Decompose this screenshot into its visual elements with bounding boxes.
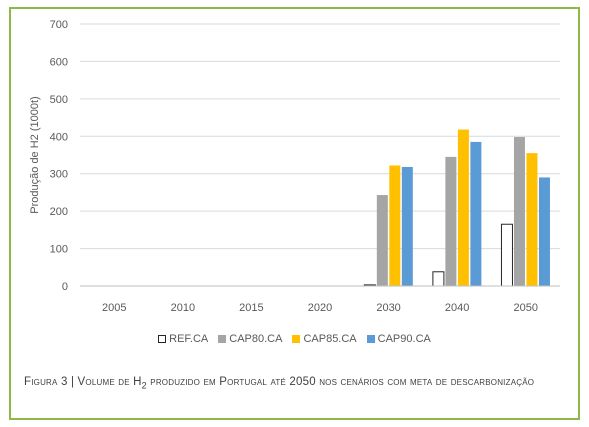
y-tick-label: 0 [62,281,68,293]
x-tick-label: 2015 [239,302,263,314]
bar [500,223,513,287]
y-axis-label: Produção de H2 (1000t) [29,96,41,213]
legend-swatch [218,335,227,343]
legend-item: CAP90.CA [366,333,431,345]
x-tick-label: 2050 [513,302,537,314]
bar [538,177,550,286]
figure-frame [9,7,580,420]
y-tick-label: 700 [50,19,68,31]
bar [526,153,538,286]
legend-item: CAP85.CA [292,333,357,345]
y-tick-label: 100 [50,244,68,256]
chart-legend: REF.CA CAP80.CA CAP85.CA CAP90.CA [0,333,589,346]
x-tick-label: 2040 [445,302,469,314]
bar [457,129,469,286]
figure-caption: Figura 3 | Volume de H2 produzido em Por… [24,374,569,393]
legend-item: REF.CA [158,333,208,345]
caption-prefix: Figura 3 | Volume de H [24,376,142,388]
legend-swatch [292,335,301,343]
y-tick-label: 500 [50,94,68,106]
x-tick-label: 2005 [102,302,126,314]
legend-label: REF.CA [169,333,209,345]
y-tick-label: 300 [50,169,68,181]
y-tick-label: 600 [50,56,68,68]
legend-swatch [366,335,375,343]
bar [389,165,401,286]
y-tick-label: 200 [50,206,68,218]
legend-label: CAP90.CA [377,333,431,345]
legend-item: CAP80.CA [218,333,282,345]
y-tick-label: 400 [50,131,68,143]
x-tick-label: 2030 [376,302,400,314]
bar [432,271,445,287]
caption-subscript: 2 [141,380,147,391]
bar [445,156,457,286]
legend-label: CAP80.CA [229,333,283,345]
bar [376,195,388,286]
legend-label: CAP85.CA [303,333,357,345]
x-tick-label: 2020 [308,302,332,314]
caption-suffix: produzido em Portugal até 2050 nos cenár… [146,376,535,388]
bar [401,166,413,286]
bar [470,141,482,286]
x-tick-label: 2010 [171,302,195,314]
legend-swatch [158,335,167,343]
bar [513,137,525,286]
